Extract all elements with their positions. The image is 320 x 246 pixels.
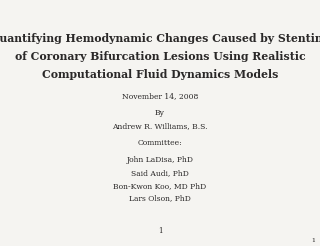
Text: John LaDisa, PhD: John LaDisa, PhD bbox=[126, 156, 194, 164]
Text: November 14, 2008: November 14, 2008 bbox=[122, 92, 198, 100]
Text: Committee:: Committee: bbox=[138, 139, 182, 147]
Text: of Coronary Bifurcation Lesions Using Realistic: of Coronary Bifurcation Lesions Using Re… bbox=[15, 51, 305, 62]
Text: Quantifying Hemodynamic Changes Caused by Stenting: Quantifying Hemodynamic Changes Caused b… bbox=[0, 33, 320, 44]
Text: Bon-Kwon Koo, MD PhD: Bon-Kwon Koo, MD PhD bbox=[113, 182, 207, 190]
Text: Computational Fluid Dynamics Models: Computational Fluid Dynamics Models bbox=[42, 69, 278, 80]
Text: Lars Olson, PhD: Lars Olson, PhD bbox=[129, 195, 191, 203]
Text: By: By bbox=[155, 109, 165, 118]
Text: Andrew R. Williams, B.S.: Andrew R. Williams, B.S. bbox=[112, 122, 208, 130]
Text: Said Audi, PhD: Said Audi, PhD bbox=[131, 169, 189, 177]
Text: 1: 1 bbox=[311, 238, 315, 243]
Text: 1: 1 bbox=[158, 227, 162, 235]
